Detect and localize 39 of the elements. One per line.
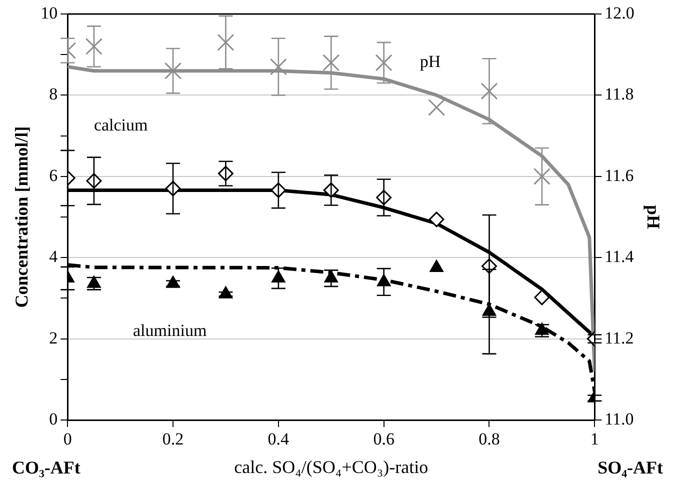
y2-tick-label: 11.4: [604, 247, 634, 266]
y2-tick-label: 11.0: [604, 409, 634, 428]
y-tick-label: 10: [40, 3, 58, 22]
point: [322, 54, 340, 72]
point: [217, 34, 234, 51]
y2-tick-label: 11.8: [604, 84, 634, 104]
point: [85, 38, 102, 56]
point: [164, 62, 182, 80]
point: [535, 322, 549, 335]
series-label: aluminium: [133, 321, 207, 340]
x-tick-label: 0.8: [478, 430, 500, 449]
point: [375, 54, 392, 72]
series-label: pH: [420, 52, 441, 72]
x-tick-label: 0.2: [162, 430, 184, 449]
point: [270, 58, 287, 76]
point: [87, 276, 101, 288]
point: [480, 82, 498, 100]
point: [430, 260, 444, 272]
x-axis-title: calc. SO₄/(SO₄+CO₃)-ratio: [234, 456, 428, 477]
point: [428, 98, 446, 116]
y-tick-label: 2: [49, 328, 58, 348]
y-tick-label: 4: [49, 247, 58, 266]
y2-tick-label: 11.6: [604, 166, 634, 185]
x-tick-label: 0.4: [268, 430, 290, 449]
text: calcium: [94, 115, 148, 134]
y2-tick-label: 11.2: [604, 328, 634, 348]
y-tick-label: 0: [49, 409, 58, 428]
point: [533, 168, 550, 185]
y-axis-title: Concentration [mmol/l]: [11, 126, 32, 308]
x-tick-label: 0: [63, 430, 72, 449]
y2-axis-title: pH: [644, 204, 664, 230]
text: SO₄-AFt: [598, 458, 664, 478]
y-tick-label: 6: [49, 166, 58, 185]
point: [428, 212, 444, 228]
x-tick-label: 0.6: [373, 430, 394, 449]
x-tick-label: 1: [590, 430, 599, 449]
text: CO₃-AFt: [12, 458, 80, 478]
y2-tick-label: 12.0: [604, 3, 634, 22]
y-tick-label: 8: [49, 84, 58, 104]
